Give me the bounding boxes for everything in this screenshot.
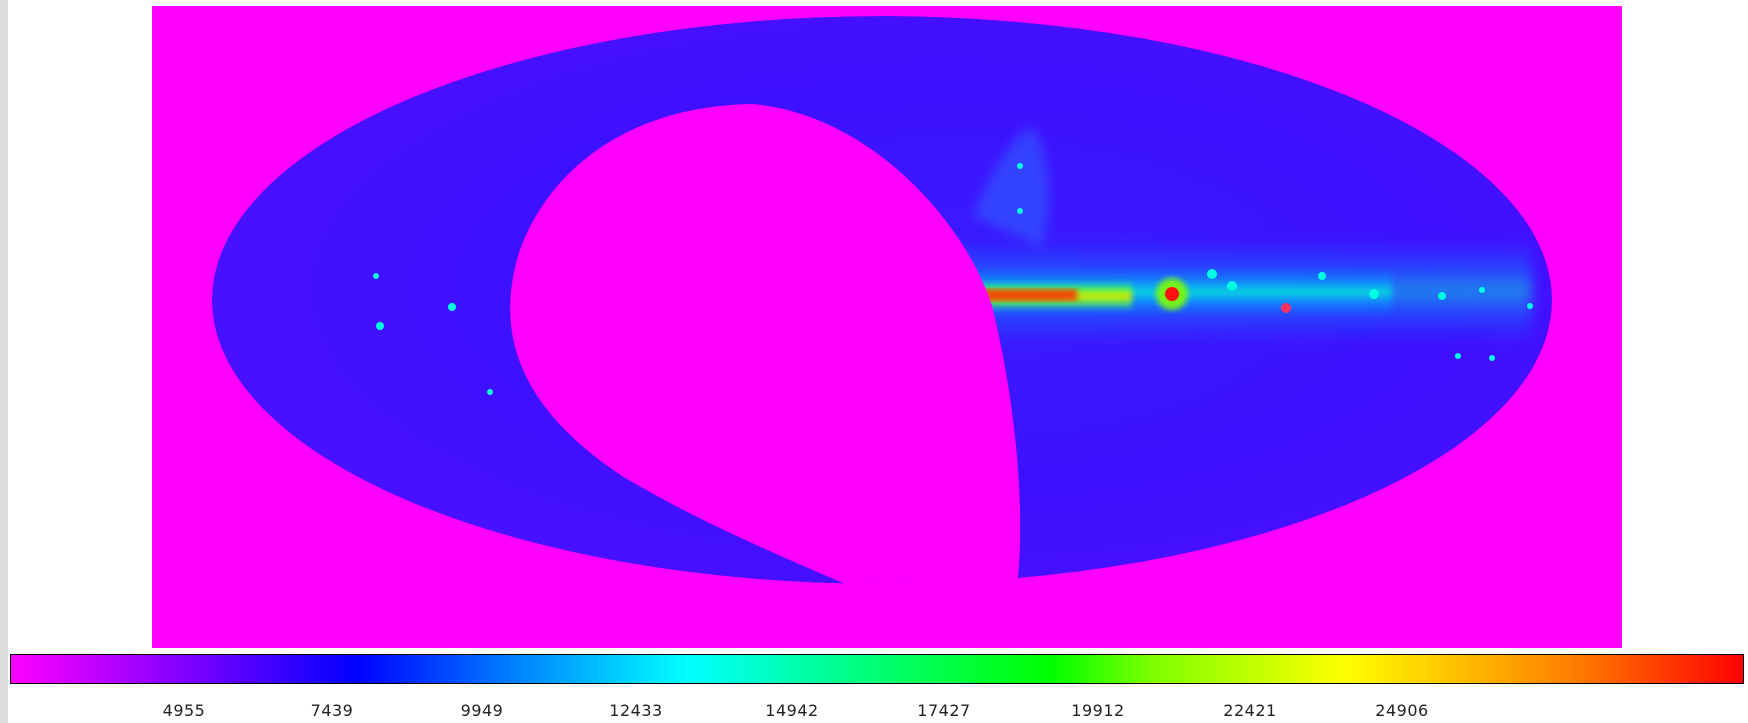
colorbar-tick-label: 9949 xyxy=(460,701,504,720)
colorbar-tick-label: 17427 xyxy=(917,701,971,720)
point-sources xyxy=(373,163,1533,395)
colorbar-tick-label: 14942 xyxy=(765,701,819,720)
unobserved-lune xyxy=(510,104,1021,584)
colorbar xyxy=(10,654,1744,684)
colorbar-tick-label: 24906 xyxy=(1375,701,1429,720)
colorbar-tick-label: 19912 xyxy=(1071,701,1125,720)
colorbar-tick-label: 4955 xyxy=(162,701,206,720)
colorbar-tick-label: 22421 xyxy=(1223,701,1277,720)
sky-map xyxy=(152,6,1622,648)
colorbar-tick-label: 12433 xyxy=(609,701,663,720)
colorbar-tick-label: 7439 xyxy=(310,701,354,720)
figure-canvas: 4955 7439 9949 12433 14942 17427 19912 2… xyxy=(8,0,1748,723)
